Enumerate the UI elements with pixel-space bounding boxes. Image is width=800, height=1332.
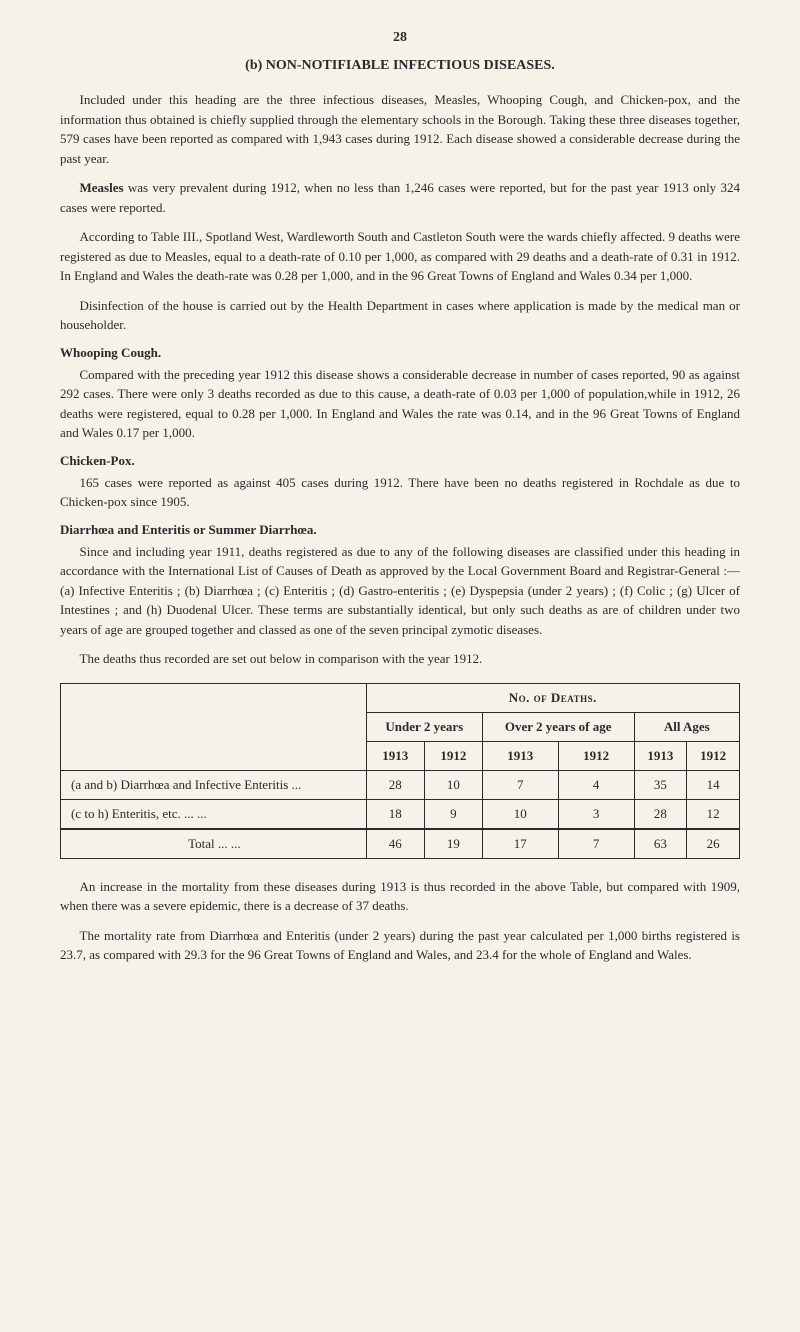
cell: 35 bbox=[634, 770, 687, 799]
table-main-header: No. of Deaths. bbox=[366, 683, 739, 712]
total-label: Total ... ... bbox=[61, 829, 367, 859]
deaths-table: No. of Deaths. Under 2 years Over 2 year… bbox=[60, 683, 740, 859]
section-title: (b) NON-NOTIFIABLE INFECTIOUS DISEASES. bbox=[60, 58, 740, 74]
paragraph-intro: Included under this heading are the thre… bbox=[60, 90, 740, 168]
document-page: 28 (b) NON-NOTIFIABLE INFECTIOUS DISEASE… bbox=[0, 0, 800, 1015]
table-row: (a and b) Diarrhœa and Infective Enterit… bbox=[61, 770, 740, 799]
cell: 9 bbox=[424, 799, 482, 829]
bold-measles: Measles bbox=[80, 180, 124, 195]
paragraph-table-ref: According to Table III., Spotland West, … bbox=[60, 227, 740, 286]
cell: 10 bbox=[482, 799, 558, 829]
subheading-chicken: Chicken-Pox. bbox=[60, 453, 740, 469]
cell: 18 bbox=[366, 799, 424, 829]
total-cell: 17 bbox=[482, 829, 558, 859]
table-row: (c to h) Enteritis, etc. ... ... 18 9 10… bbox=[61, 799, 740, 829]
page-number: 28 bbox=[60, 30, 740, 46]
paragraph-mortality-rate: The mortality rate from Diarrhœa and Ent… bbox=[60, 926, 740, 965]
total-cell: 26 bbox=[687, 829, 740, 859]
cell: 10 bbox=[424, 770, 482, 799]
year-col: 1912 bbox=[687, 741, 740, 770]
total-cell: 46 bbox=[366, 829, 424, 859]
table-empty-header bbox=[61, 683, 367, 770]
total-cell: 63 bbox=[634, 829, 687, 859]
table-header-row-1: No. of Deaths. bbox=[61, 683, 740, 712]
table-total-row: Total ... ... 46 19 17 7 63 26 bbox=[61, 829, 740, 859]
total-cell: 7 bbox=[558, 829, 634, 859]
paragraph-increase: An increase in the mortality from these … bbox=[60, 877, 740, 916]
row-label: (a and b) Diarrhœa and Infective Enterit… bbox=[61, 770, 367, 799]
paragraph-whooping: Compared with the preceding year 1912 th… bbox=[60, 365, 740, 443]
year-col: 1913 bbox=[482, 741, 558, 770]
col-group-all: All Ages bbox=[634, 712, 740, 741]
year-col: 1912 bbox=[424, 741, 482, 770]
cell: 7 bbox=[482, 770, 558, 799]
subheading-whooping: Whooping Cough. bbox=[60, 345, 740, 361]
paragraph-table-intro: The deaths thus recorded are set out bel… bbox=[60, 649, 740, 669]
cell: 28 bbox=[366, 770, 424, 799]
paragraph-disinfection: Disinfection of the house is carried out… bbox=[60, 296, 740, 335]
total-cell: 19 bbox=[424, 829, 482, 859]
year-col: 1912 bbox=[558, 741, 634, 770]
subheading-diarrhoea: Diarrhœa and Enteritis or Summer Diarrhœ… bbox=[60, 522, 740, 538]
year-col: 1913 bbox=[366, 741, 424, 770]
paragraph-diarrhoea-1: Since and including year 1911, deaths re… bbox=[60, 542, 740, 640]
row-label: (c to h) Enteritis, etc. ... ... bbox=[61, 799, 367, 829]
cell: 14 bbox=[687, 770, 740, 799]
cell: 4 bbox=[558, 770, 634, 799]
year-col: 1913 bbox=[634, 741, 687, 770]
cell: 12 bbox=[687, 799, 740, 829]
paragraph-measles: Measles was very prevalent during 1912, … bbox=[60, 178, 740, 217]
col-group-over2: Over 2 years of age bbox=[482, 712, 634, 741]
cell: 28 bbox=[634, 799, 687, 829]
measles-text: was very prevalent during 1912, when no … bbox=[60, 180, 740, 215]
paragraph-chicken: 165 cases were reported as against 405 c… bbox=[60, 473, 740, 512]
col-group-under2: Under 2 years bbox=[366, 712, 482, 741]
cell: 3 bbox=[558, 799, 634, 829]
